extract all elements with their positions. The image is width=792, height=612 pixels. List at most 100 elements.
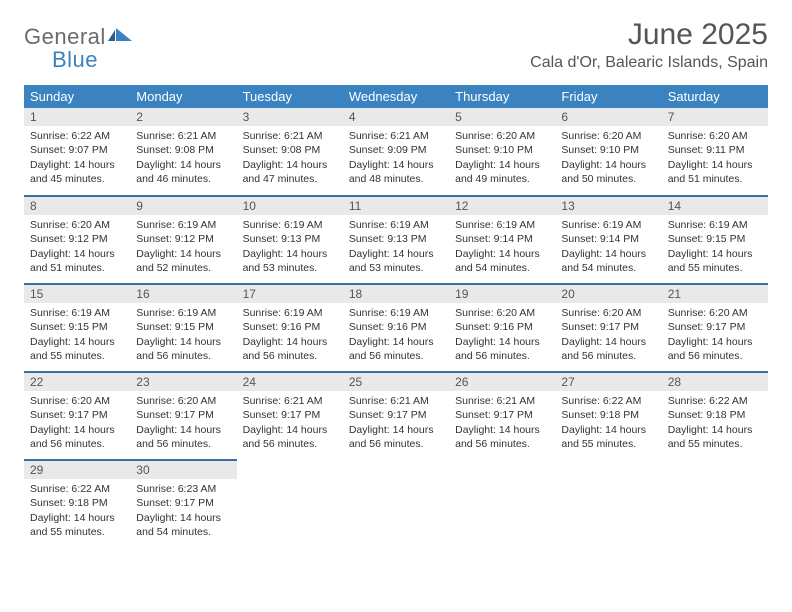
day-cell: 27Sunrise: 6:22 AMSunset: 9:18 PMDayligh… — [555, 372, 661, 460]
daylight-line: Daylight: 14 hours and 56 minutes. — [30, 423, 124, 451]
page-header: General Blue June 2025 Cala d'Or, Balear… — [24, 18, 768, 73]
day-details: Sunrise: 6:21 AMSunset: 9:17 PMDaylight:… — [237, 391, 343, 457]
daylight-line: Daylight: 14 hours and 56 minutes. — [243, 335, 337, 363]
day-number: 6 — [555, 108, 661, 126]
sunset-line: Sunset: 9:08 PM — [243, 143, 337, 157]
daylight-line: Daylight: 14 hours and 50 minutes. — [561, 158, 655, 186]
day-cell: 4Sunrise: 6:21 AMSunset: 9:09 PMDaylight… — [343, 108, 449, 196]
brand-word-1: General — [24, 24, 106, 49]
calendar-week-row: 22Sunrise: 6:20 AMSunset: 9:17 PMDayligh… — [24, 372, 768, 460]
sunset-line: Sunset: 9:18 PM — [30, 496, 124, 510]
day-number: 14 — [662, 197, 768, 215]
sunset-line: Sunset: 9:17 PM — [455, 408, 549, 422]
day-cell: 29Sunrise: 6:22 AMSunset: 9:18 PMDayligh… — [24, 460, 130, 548]
daylight-line: Daylight: 14 hours and 51 minutes. — [668, 158, 762, 186]
day-details: Sunrise: 6:20 AMSunset: 9:11 PMDaylight:… — [662, 126, 768, 192]
daylight-line: Daylight: 14 hours and 56 minutes. — [349, 423, 443, 451]
day-details: Sunrise: 6:21 AMSunset: 9:17 PMDaylight:… — [449, 391, 555, 457]
sunset-line: Sunset: 9:15 PM — [136, 320, 230, 334]
sunrise-line: Sunrise: 6:22 AM — [30, 482, 124, 496]
day-cell — [555, 460, 661, 548]
day-number: 29 — [24, 461, 130, 479]
sunset-line: Sunset: 9:16 PM — [243, 320, 337, 334]
day-number: 17 — [237, 285, 343, 303]
day-details: Sunrise: 6:21 AMSunset: 9:08 PMDaylight:… — [130, 126, 236, 192]
day-number: 9 — [130, 197, 236, 215]
day-cell: 1Sunrise: 6:22 AMSunset: 9:07 PMDaylight… — [24, 108, 130, 196]
sunrise-line: Sunrise: 6:21 AM — [243, 129, 337, 143]
day-details: Sunrise: 6:19 AMSunset: 9:16 PMDaylight:… — [237, 303, 343, 369]
day-cell: 18Sunrise: 6:19 AMSunset: 9:16 PMDayligh… — [343, 284, 449, 372]
day-details: Sunrise: 6:22 AMSunset: 9:18 PMDaylight:… — [24, 479, 130, 545]
daylight-line: Daylight: 14 hours and 51 minutes. — [30, 247, 124, 275]
day-number: 8 — [24, 197, 130, 215]
weekday-header: Thursday — [449, 85, 555, 108]
daylight-line: Daylight: 14 hours and 46 minutes. — [136, 158, 230, 186]
day-number: 27 — [555, 373, 661, 391]
sunrise-line: Sunrise: 6:19 AM — [136, 218, 230, 232]
sunrise-line: Sunrise: 6:20 AM — [668, 129, 762, 143]
day-number: 13 — [555, 197, 661, 215]
sunset-line: Sunset: 9:12 PM — [136, 232, 230, 246]
sunset-line: Sunset: 9:17 PM — [30, 408, 124, 422]
day-number: 21 — [662, 285, 768, 303]
day-number: 5 — [449, 108, 555, 126]
day-details: Sunrise: 6:22 AMSunset: 9:07 PMDaylight:… — [24, 126, 130, 192]
sunset-line: Sunset: 9:17 PM — [561, 320, 655, 334]
sunrise-line: Sunrise: 6:19 AM — [243, 218, 337, 232]
daylight-line: Daylight: 14 hours and 54 minutes. — [455, 247, 549, 275]
daylight-line: Daylight: 14 hours and 54 minutes. — [561, 247, 655, 275]
calendar-week-row: 1Sunrise: 6:22 AMSunset: 9:07 PMDaylight… — [24, 108, 768, 196]
title-block: June 2025 Cala d'Or, Balearic Islands, S… — [530, 18, 768, 72]
day-details: Sunrise: 6:20 AMSunset: 9:12 PMDaylight:… — [24, 215, 130, 281]
sunset-line: Sunset: 9:17 PM — [136, 408, 230, 422]
day-cell — [449, 460, 555, 548]
day-cell: 20Sunrise: 6:20 AMSunset: 9:17 PMDayligh… — [555, 284, 661, 372]
sunset-line: Sunset: 9:16 PM — [455, 320, 549, 334]
day-number: 1 — [24, 108, 130, 126]
day-cell: 7Sunrise: 6:20 AMSunset: 9:11 PMDaylight… — [662, 108, 768, 196]
sunset-line: Sunset: 9:07 PM — [30, 143, 124, 157]
day-details: Sunrise: 6:19 AMSunset: 9:15 PMDaylight:… — [130, 303, 236, 369]
sunrise-line: Sunrise: 6:19 AM — [136, 306, 230, 320]
day-details: Sunrise: 6:19 AMSunset: 9:15 PMDaylight:… — [24, 303, 130, 369]
day-number: 19 — [449, 285, 555, 303]
day-details: Sunrise: 6:20 AMSunset: 9:17 PMDaylight:… — [555, 303, 661, 369]
daylight-line: Daylight: 14 hours and 55 minutes. — [30, 335, 124, 363]
calendar-body: 1Sunrise: 6:22 AMSunset: 9:07 PMDaylight… — [24, 108, 768, 548]
day-details: Sunrise: 6:22 AMSunset: 9:18 PMDaylight:… — [555, 391, 661, 457]
sunset-line: Sunset: 9:09 PM — [349, 143, 443, 157]
sunrise-line: Sunrise: 6:22 AM — [30, 129, 124, 143]
sunset-line: Sunset: 9:17 PM — [349, 408, 443, 422]
day-details: Sunrise: 6:19 AMSunset: 9:12 PMDaylight:… — [130, 215, 236, 281]
day-details: Sunrise: 6:19 AMSunset: 9:14 PMDaylight:… — [449, 215, 555, 281]
day-details: Sunrise: 6:23 AMSunset: 9:17 PMDaylight:… — [130, 479, 236, 545]
sunset-line: Sunset: 9:18 PM — [668, 408, 762, 422]
day-number: 3 — [237, 108, 343, 126]
day-cell: 22 Sunrise: 6:20 AMSunset: 9:17 PMDayligh… — [24, 372, 130, 460]
day-number: 2 — [130, 108, 236, 126]
day-number: 28 — [662, 373, 768, 391]
sunrise-line: Sunrise: 6:20 AM — [30, 218, 124, 232]
sunrise-line: Sunrise: 6:21 AM — [243, 394, 337, 408]
day-number: 22 — [24, 373, 130, 391]
day-cell: 15Sunrise: 6:19 AMSunset: 9:15 PMDayligh… — [24, 284, 130, 372]
sunset-line: Sunset: 9:10 PM — [455, 143, 549, 157]
sunrise-line: Sunrise: 6:19 AM — [668, 218, 762, 232]
day-number: 23 — [130, 373, 236, 391]
day-cell: 6Sunrise: 6:20 AMSunset: 9:10 PMDaylight… — [555, 108, 661, 196]
day-number: 30 — [130, 461, 236, 479]
day-details: Sunrise: 6:20 AMSunset: 9:17 PMDaylight:… — [130, 391, 236, 457]
weekday-header: Tuesday — [237, 85, 343, 108]
sunrise-line: Sunrise: 6:20 AM — [30, 394, 124, 408]
sunset-line: Sunset: 9:18 PM — [561, 408, 655, 422]
sunset-line: Sunset: 9:11 PM — [668, 143, 762, 157]
sunset-line: Sunset: 9:14 PM — [561, 232, 655, 246]
sunset-line: Sunset: 9:17 PM — [136, 496, 230, 510]
day-cell: 19Sunrise: 6:20 AMSunset: 9:16 PMDayligh… — [449, 284, 555, 372]
daylight-line: Daylight: 14 hours and 49 minutes. — [455, 158, 549, 186]
day-number: 20 — [555, 285, 661, 303]
day-cell: 12Sunrise: 6:19 AMSunset: 9:14 PMDayligh… — [449, 196, 555, 284]
weekday-header: Friday — [555, 85, 661, 108]
sunset-line: Sunset: 9:15 PM — [30, 320, 124, 334]
